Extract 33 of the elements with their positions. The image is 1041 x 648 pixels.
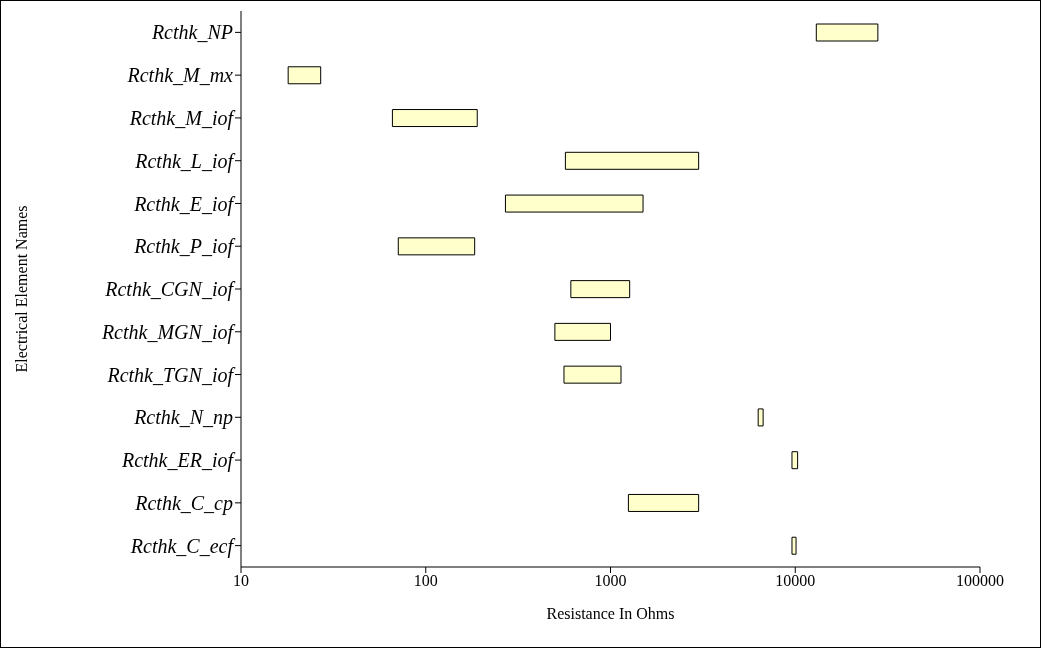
x-axis-title: Resistance In Ohms	[546, 605, 675, 622]
bar	[815, 23, 879, 42]
bar	[563, 365, 622, 384]
y-tick-label: Rcthk_E_iof	[133, 192, 236, 216]
y-tick-label: Rcthk_L_iof	[134, 149, 236, 173]
bar	[287, 66, 322, 85]
x-tick-label: 1000	[594, 572, 627, 590]
y-tick-label: Rcthk_ER_iof	[120, 449, 236, 473]
y-tick-label: Rcthk_NP	[150, 21, 233, 44]
bar	[570, 280, 631, 299]
y-tick-label: Rcthk_TGN_iof	[106, 363, 236, 387]
y-tick-label: Rcthk_MGN_iof	[100, 320, 236, 344]
bar	[504, 194, 644, 213]
x-tick-label: 10	[233, 572, 249, 590]
y-tick-label: Rcthk_CGN_iof	[104, 278, 236, 302]
bar	[397, 237, 476, 256]
y-tick-label: Rcthk_C_cp	[134, 491, 233, 515]
bar	[757, 408, 764, 427]
bar	[554, 322, 611, 341]
y-tick-label: Rcthk_C_ecf	[129, 534, 236, 558]
x-tick-label: 100000	[956, 572, 1004, 590]
y-axis-title: Electrical Element Names	[12, 205, 30, 373]
bar	[791, 536, 797, 555]
x-tick-label: 10000	[775, 572, 816, 590]
x-tick-label: 100	[413, 572, 438, 590]
y-tick-label: Rcthk_N_np	[133, 406, 233, 430]
y-tick-label: Rcthk_M_iof	[128, 107, 236, 131]
y-tick-label: Rcthk_M_mx	[126, 64, 234, 87]
bar	[391, 109, 478, 128]
bar	[627, 493, 700, 512]
bar	[791, 451, 799, 470]
bar	[564, 151, 700, 170]
y-tick-label: Rcthk_P_iof	[133, 235, 236, 259]
